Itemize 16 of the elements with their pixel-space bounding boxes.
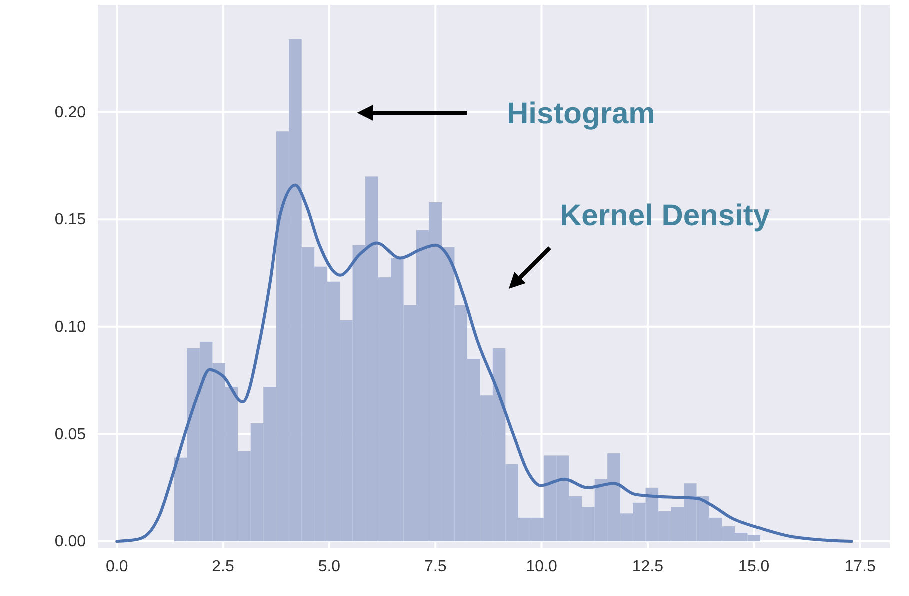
y-tick-label: 0.00 (54, 534, 86, 551)
x-tick-label: 5.0 (318, 558, 341, 576)
x-tick-label: 12.5 (632, 558, 664, 576)
x-tick-label: 0.0 (106, 558, 128, 576)
x-tick-label: 2.5 (212, 558, 234, 576)
y-tick-label: 0.05 (54, 426, 86, 444)
annotation: Kernel Density (560, 200, 770, 232)
y-tick-label: 0.20 (54, 104, 86, 122)
y-tick-label: 0.10 (54, 319, 86, 336)
annotation: Histogram (507, 98, 656, 130)
x-tick-label: 7.5 (424, 558, 447, 576)
line-series (116, 184, 854, 544)
x-tick-label: 17.5 (844, 558, 876, 576)
x-tick-label: 15.0 (738, 558, 770, 576)
y-tick-label: 0.15 (54, 212, 86, 229)
x-tick-label: 10.0 (526, 558, 558, 576)
